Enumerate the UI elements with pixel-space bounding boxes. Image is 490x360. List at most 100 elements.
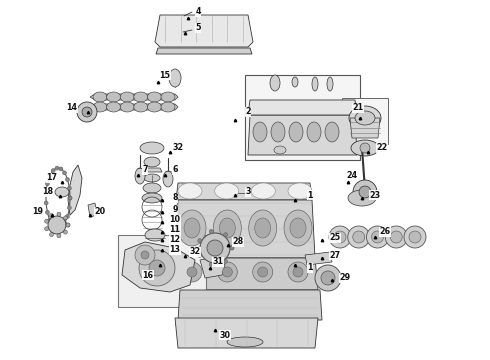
Ellipse shape: [144, 174, 160, 182]
Ellipse shape: [220, 218, 235, 238]
Ellipse shape: [139, 250, 175, 286]
Ellipse shape: [67, 206, 72, 210]
Text: 18: 18: [43, 188, 53, 197]
Ellipse shape: [55, 226, 59, 230]
Ellipse shape: [49, 213, 53, 217]
Text: 29: 29: [340, 274, 350, 283]
Ellipse shape: [93, 92, 107, 102]
Ellipse shape: [218, 262, 237, 282]
Ellipse shape: [223, 233, 227, 237]
Polygon shape: [68, 165, 82, 215]
Ellipse shape: [66, 177, 70, 181]
Text: 23: 23: [369, 190, 381, 199]
Ellipse shape: [359, 186, 371, 198]
Ellipse shape: [274, 146, 286, 154]
Ellipse shape: [207, 240, 223, 256]
Ellipse shape: [223, 259, 227, 263]
Ellipse shape: [59, 167, 63, 171]
Ellipse shape: [230, 246, 234, 250]
Ellipse shape: [258, 267, 268, 277]
Ellipse shape: [66, 215, 70, 219]
Polygon shape: [142, 168, 162, 172]
Ellipse shape: [321, 271, 335, 285]
Ellipse shape: [107, 92, 121, 102]
Text: 4: 4: [195, 8, 201, 17]
Ellipse shape: [348, 190, 376, 206]
Text: 1: 1: [307, 264, 313, 273]
Polygon shape: [175, 318, 318, 348]
Ellipse shape: [327, 77, 333, 91]
Bar: [342, 98, 388, 144]
Ellipse shape: [63, 171, 67, 175]
Ellipse shape: [66, 223, 70, 227]
Ellipse shape: [284, 210, 312, 246]
Ellipse shape: [178, 183, 202, 199]
Ellipse shape: [141, 251, 149, 259]
Ellipse shape: [334, 231, 346, 243]
Ellipse shape: [271, 122, 285, 142]
Text: 7: 7: [142, 166, 148, 175]
Ellipse shape: [134, 102, 148, 112]
Ellipse shape: [67, 186, 72, 190]
Ellipse shape: [182, 262, 202, 282]
Ellipse shape: [270, 75, 280, 91]
Ellipse shape: [360, 143, 370, 153]
Ellipse shape: [140, 142, 164, 154]
Text: 22: 22: [376, 144, 388, 153]
Polygon shape: [350, 118, 380, 138]
Ellipse shape: [178, 210, 206, 246]
Ellipse shape: [68, 196, 72, 200]
Ellipse shape: [371, 231, 384, 243]
Ellipse shape: [55, 187, 69, 197]
Ellipse shape: [209, 229, 213, 233]
Text: 13: 13: [170, 246, 180, 255]
Ellipse shape: [348, 226, 370, 248]
Ellipse shape: [134, 92, 148, 102]
Polygon shape: [90, 104, 178, 110]
Ellipse shape: [163, 171, 173, 187]
Ellipse shape: [93, 102, 107, 112]
Ellipse shape: [353, 231, 365, 243]
Ellipse shape: [307, 122, 321, 142]
Ellipse shape: [144, 157, 160, 167]
Ellipse shape: [135, 168, 145, 184]
Polygon shape: [175, 200, 315, 258]
Polygon shape: [248, 100, 357, 115]
Ellipse shape: [351, 140, 379, 156]
Ellipse shape: [367, 226, 389, 248]
Ellipse shape: [46, 210, 49, 214]
Ellipse shape: [404, 226, 426, 248]
Ellipse shape: [200, 233, 230, 263]
Text: 26: 26: [379, 228, 391, 237]
Ellipse shape: [255, 218, 270, 238]
Ellipse shape: [385, 226, 407, 248]
Ellipse shape: [63, 221, 67, 225]
Ellipse shape: [169, 69, 181, 87]
Ellipse shape: [161, 102, 175, 112]
Ellipse shape: [289, 122, 303, 142]
Ellipse shape: [222, 267, 232, 277]
Text: 19: 19: [32, 207, 44, 216]
Text: 32: 32: [172, 144, 184, 153]
Ellipse shape: [135, 245, 155, 265]
Polygon shape: [200, 256, 225, 278]
Text: 27: 27: [329, 251, 341, 260]
Ellipse shape: [215, 183, 239, 199]
Polygon shape: [176, 183, 312, 200]
Text: 17: 17: [47, 174, 57, 183]
Ellipse shape: [161, 92, 175, 102]
Text: 20: 20: [95, 207, 105, 216]
Ellipse shape: [329, 226, 351, 248]
Bar: [118, 235, 206, 307]
Text: 28: 28: [232, 238, 244, 247]
Ellipse shape: [55, 166, 59, 170]
Ellipse shape: [353, 180, 377, 204]
Ellipse shape: [230, 246, 234, 250]
Polygon shape: [175, 258, 318, 290]
Ellipse shape: [290, 218, 306, 238]
Ellipse shape: [197, 253, 202, 257]
Ellipse shape: [147, 92, 161, 102]
Text: 6: 6: [172, 166, 178, 175]
Ellipse shape: [46, 182, 49, 186]
Ellipse shape: [184, 218, 200, 238]
